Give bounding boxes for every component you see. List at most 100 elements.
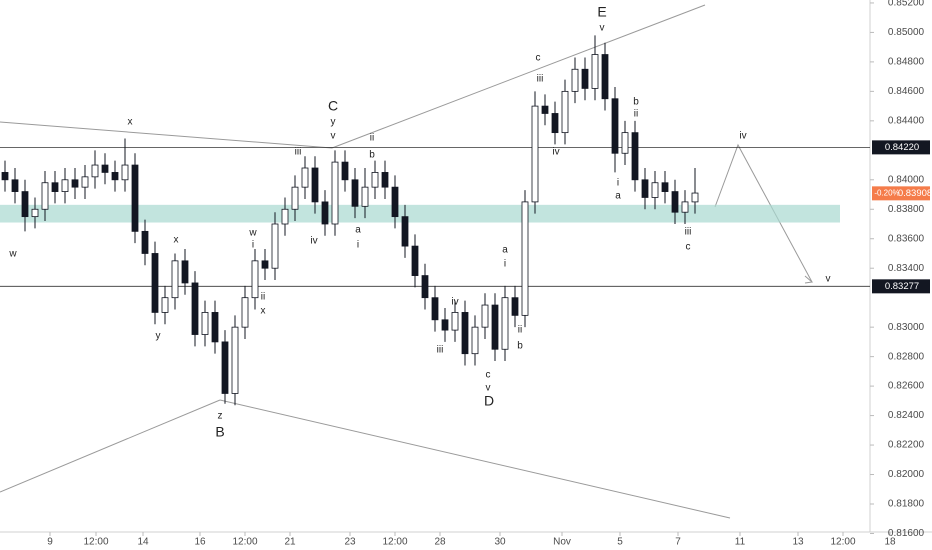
candle-body: [601, 54, 609, 100]
wave-label: b: [369, 150, 375, 161]
y-tick-label: 0.81600: [888, 528, 925, 539]
candle-body: [381, 172, 389, 188]
level-label: 0.84220: [885, 142, 919, 153]
candle-body: [581, 68, 589, 89]
x-tick-label: 16: [194, 537, 206, 548]
candle-body: [201, 312, 209, 335]
wave-label: a: [355, 225, 361, 236]
candle-body: [31, 208, 39, 218]
trendline: [0, 121, 333, 149]
wave-label: iv: [739, 131, 746, 142]
y-tick-label: 0.84800: [888, 57, 925, 68]
price-change: -0.20%: [874, 188, 899, 197]
wave-label: y: [156, 331, 161, 342]
price-tag: [872, 186, 930, 201]
y-tick-label: 0.82800: [888, 351, 925, 362]
candle-body: [611, 98, 619, 154]
wave-label: D: [484, 393, 494, 409]
candle-body: [671, 191, 679, 213]
support-zone: [0, 204, 840, 223]
candle-body: [411, 245, 419, 276]
wave-label: c: [536, 53, 541, 64]
candle-body: [21, 191, 29, 218]
y-tick-label: 0.82200: [888, 440, 925, 451]
candle-body: [591, 54, 599, 89]
wave-label: b: [633, 97, 639, 108]
candle-body: [191, 282, 199, 335]
trendline: [331, 4, 706, 149]
y-tick-label: 0.84000: [888, 174, 925, 185]
candle-body: [441, 319, 449, 331]
candle-body: [401, 216, 409, 247]
level-tag: [872, 279, 930, 294]
arrow-head: [804, 275, 814, 284]
candle-body: [371, 172, 379, 188]
candle-body: [91, 164, 99, 178]
x-tick-label: 12:00: [382, 537, 407, 548]
wave-label: B: [215, 424, 224, 440]
candle-body: [691, 192, 699, 203]
candle-body: [461, 312, 469, 355]
candle-body: [81, 176, 89, 188]
candle-body: [181, 260, 189, 284]
wave-label: i: [504, 259, 506, 270]
x-tick-label: Nov: [553, 537, 571, 548]
x-tick-label: 11: [735, 537, 746, 548]
candle-body: [291, 186, 299, 210]
candle-body: [361, 186, 369, 207]
candle-body: [121, 164, 129, 181]
wave-label: i: [252, 240, 254, 251]
wave-label: v: [331, 131, 336, 142]
wave-label: ii: [518, 325, 522, 336]
candle-body: [161, 297, 169, 313]
wave-label: iii: [437, 345, 444, 356]
candle-body: [301, 167, 309, 188]
candle-body: [111, 172, 119, 181]
candle-body: [131, 164, 139, 232]
wave-label: x: [261, 306, 266, 317]
candle-body: [331, 161, 339, 225]
candle-body: [281, 208, 289, 225]
y-tick-label: 0.84600: [888, 86, 925, 97]
x-tick-label: 12:00: [83, 537, 108, 548]
candle-body: [251, 260, 259, 299]
wave-label: v: [600, 23, 605, 34]
x-tick-label: 18: [884, 537, 896, 548]
wave-label: iii: [685, 227, 692, 238]
candle-body: [511, 297, 519, 316]
wave-label: iii: [537, 74, 544, 85]
candle-body: [271, 223, 279, 269]
wave-label: i: [617, 178, 619, 189]
trendlines: [0, 4, 814, 519]
candle-body: [471, 326, 479, 355]
wave-label: w: [248, 228, 257, 239]
x-tick-label: 9: [47, 537, 53, 548]
candle-body: [681, 201, 689, 213]
candle-body: [231, 326, 239, 394]
price-axis-bg: [870, 0, 932, 550]
wave-label: ii: [370, 133, 374, 144]
wave-label: w: [8, 249, 17, 260]
wave-label: a: [615, 191, 621, 202]
candle-body: [651, 182, 659, 198]
wave-label: C: [328, 98, 338, 114]
candle-body: [211, 312, 219, 343]
wave-label: ii: [634, 109, 638, 120]
wave-label: iv: [451, 297, 458, 308]
x-tick-label: 28: [434, 537, 446, 548]
candle-body: [71, 179, 79, 188]
wave-label: v: [826, 274, 831, 285]
wave-label: i: [357, 240, 359, 251]
level-label: 0.83277: [885, 281, 919, 292]
y-tick-label: 0.82600: [888, 381, 925, 392]
candle-body: [661, 182, 669, 192]
trendline: [219, 399, 731, 519]
wave-label: v: [486, 383, 491, 394]
candle-body: [421, 275, 429, 299]
candle-body: [241, 297, 249, 328]
y-tick-label: 0.83600: [888, 233, 925, 244]
candle-body: [551, 113, 559, 134]
